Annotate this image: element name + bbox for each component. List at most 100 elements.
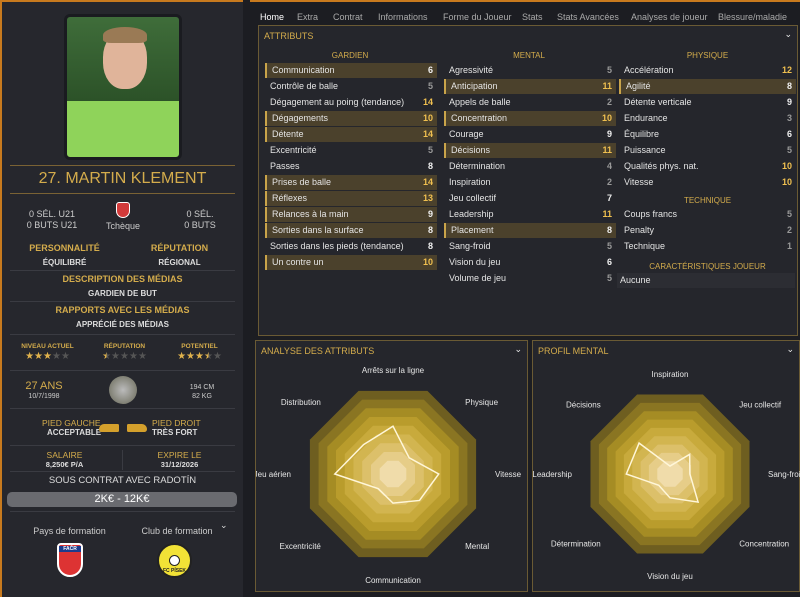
training-club-badge-icon[interactable]: FC PÍSEK <box>157 543 192 578</box>
star-icon: ★ <box>34 351 44 362</box>
attribute-row[interactable]: Relances à la main 9 <box>265 207 437 222</box>
u21-goals: 0 BUTS U21 <box>26 220 78 230</box>
attribute-row[interactable]: Prises de balle 14 <box>265 175 437 190</box>
football-icon <box>169 555 180 566</box>
radar-axis-label: Arrêts sur la ligne <box>362 366 425 375</box>
attribute-value: 12 <box>781 65 792 75</box>
u21-caps: 0 SÉL. U21 <box>28 209 76 219</box>
tab-0[interactable]: Home <box>260 12 285 22</box>
contract-club[interactable]: SOUS CONTRAT AVEC RADOTÍN <box>48 475 197 486</box>
attribute-row[interactable]: Anticipation 11 <box>444 79 616 94</box>
attribute-name: Accélération <box>624 65 674 75</box>
attribute-value: 6 <box>606 257 612 267</box>
rating-stars: ★★★★★ <box>162 351 237 362</box>
radar-axis-label: Inspiration <box>652 370 689 379</box>
tab-2[interactable]: Contrat <box>333 12 363 22</box>
attribute-value: 2 <box>606 97 612 107</box>
tab-7[interactable]: Analyses de joueur <box>631 12 708 22</box>
tab-4[interactable]: Forme du Joueur <box>443 12 512 22</box>
star-icon: ★ <box>43 351 52 362</box>
attribute-row[interactable]: Agressivité 5 <box>444 63 616 78</box>
attribute-name: Technique <box>624 241 666 251</box>
rating-label: POTENTIEL <box>181 343 218 350</box>
attribute-row[interactable]: Endurance 3 <box>619 111 796 126</box>
attribute-row[interactable]: Vitesse 10 <box>619 175 796 190</box>
attribute-row[interactable]: Dégagement au poing (tendance) 14 <box>265 95 437 110</box>
attribute-name: Dégagements <box>272 113 329 123</box>
attribute-row[interactable]: Courage 9 <box>444 127 616 142</box>
attribute-name: Prises de balle <box>272 177 332 187</box>
tab-5[interactable]: Stats <box>522 12 543 22</box>
attribute-row[interactable]: Passes 8 <box>265 159 437 174</box>
attribute-row[interactable]: Contrôle de balle 5 <box>265 79 437 94</box>
federation-badge-icon[interactable]: FAČR <box>57 543 83 577</box>
star-icon: ★ <box>25 351 35 362</box>
mental-header: MENTAL <box>513 51 545 60</box>
attribute-row[interactable]: Puissance 5 <box>619 143 796 158</box>
attribute-row[interactable]: Sorties dans les pieds (tendance) 8 <box>265 239 437 254</box>
attribute-row[interactable]: Sang-froid 5 <box>444 239 616 254</box>
attribute-row[interactable]: Un contre un 10 <box>265 255 437 270</box>
attribute-row[interactable]: Détermination 4 <box>444 159 616 174</box>
attribute-row[interactable]: Inspiration 2 <box>444 175 616 190</box>
tab-3[interactable]: Informations <box>378 12 428 22</box>
attribute-row[interactable]: Équilibre 6 <box>619 127 796 142</box>
radar-axis-label: Communication <box>365 576 421 585</box>
attribute-value: 6 <box>786 129 792 139</box>
radar-axis-label: Vision du jeu <box>647 572 693 581</box>
nation-name[interactable]: Tchèque <box>105 221 141 231</box>
attribute-row[interactable]: Jeu collectif 7 <box>444 191 616 206</box>
star-icon: ★ <box>177 351 187 362</box>
left-foot-label: PIED GAUCHE <box>42 418 101 428</box>
attribute-row[interactable]: Communication 6 <box>265 63 437 78</box>
attribute-row[interactable]: Appels de balle 2 <box>444 95 616 110</box>
media-desc-value: GARDIEN DE BUT <box>88 289 157 298</box>
tab-1[interactable]: Extra <box>297 12 319 22</box>
attribute-name: Équilibre <box>624 129 660 139</box>
tab-8[interactable]: Blessure/maladie <box>718 12 788 22</box>
chevron-down-icon[interactable]: ⌄ <box>514 344 522 354</box>
height: 194 CM <box>189 384 215 391</box>
attribute-row[interactable]: Penalty 2 <box>619 223 796 238</box>
radar-axis-label: Détermination <box>551 539 601 548</box>
attribute-analysis-title: ANALYSE DES ATTRIBUTS <box>261 346 375 356</box>
physique-header: PHYSIQUE <box>686 51 729 60</box>
attribute-row[interactable]: Placement 8 <box>444 223 616 238</box>
attribute-name: Sorties dans les pieds (tendance) <box>270 241 404 251</box>
attribute-row[interactable]: Décisions 11 <box>444 143 616 158</box>
attribute-name: Dégagement au poing (tendance) <box>270 97 405 107</box>
attribute-row[interactable]: Concentration 10 <box>444 111 616 126</box>
attribute-row[interactable]: Volume de jeu 5 <box>444 271 616 286</box>
attribute-row[interactable]: Leadership 11 <box>444 207 616 222</box>
attribute-row[interactable]: Réflexes 13 <box>265 191 437 206</box>
attribute-row[interactable]: Accélération 12 <box>619 63 796 78</box>
star-icon: ★ <box>60 351 70 362</box>
attribute-name: Agressivité <box>449 65 494 75</box>
attribute-row[interactable]: Détente verticale 9 <box>619 95 796 110</box>
attribute-name: Sorties dans la surface <box>272 225 364 235</box>
radar-axis-label: Jeu aérien <box>256 470 291 479</box>
chevron-down-icon[interactable]: ⌄ <box>220 520 228 530</box>
expires-value: 31/12/2026 <box>160 460 199 469</box>
attribute-value: 9 <box>606 129 612 139</box>
nation-flag-icon[interactable] <box>116 202 130 218</box>
radar-data-polygon <box>625 441 700 504</box>
attribute-row[interactable]: Excentricité 5 <box>265 143 437 158</box>
attribute-row[interactable]: Technique 1 <box>619 239 796 254</box>
attribute-row[interactable]: Sorties dans la surface 8 <box>265 223 437 238</box>
attribute-row[interactable]: Qualités phys. nat. 10 <box>619 159 796 174</box>
chevron-down-icon[interactable]: ⌄ <box>784 29 792 39</box>
reputation-label: RÉPUTATION <box>150 243 209 253</box>
tab-6[interactable]: Stats Avancées <box>557 12 619 22</box>
attribute-row[interactable]: Coups francs 5 <box>619 207 796 222</box>
traits-value: Aucune <box>617 273 795 288</box>
star-icon: ★ <box>203 351 213 362</box>
attribute-value: 7 <box>606 193 612 203</box>
attribute-row[interactable]: Vision du jeu 6 <box>444 255 616 270</box>
attribute-row[interactable]: Détente 14 <box>265 127 437 142</box>
attribute-name: Détente <box>272 129 304 139</box>
attribute-row[interactable]: Dégagements 10 <box>265 111 437 126</box>
chevron-down-icon[interactable]: ⌄ <box>786 344 794 354</box>
attribute-row[interactable]: Agilité 8 <box>619 79 796 94</box>
caps: 0 SÉL. <box>186 209 214 219</box>
